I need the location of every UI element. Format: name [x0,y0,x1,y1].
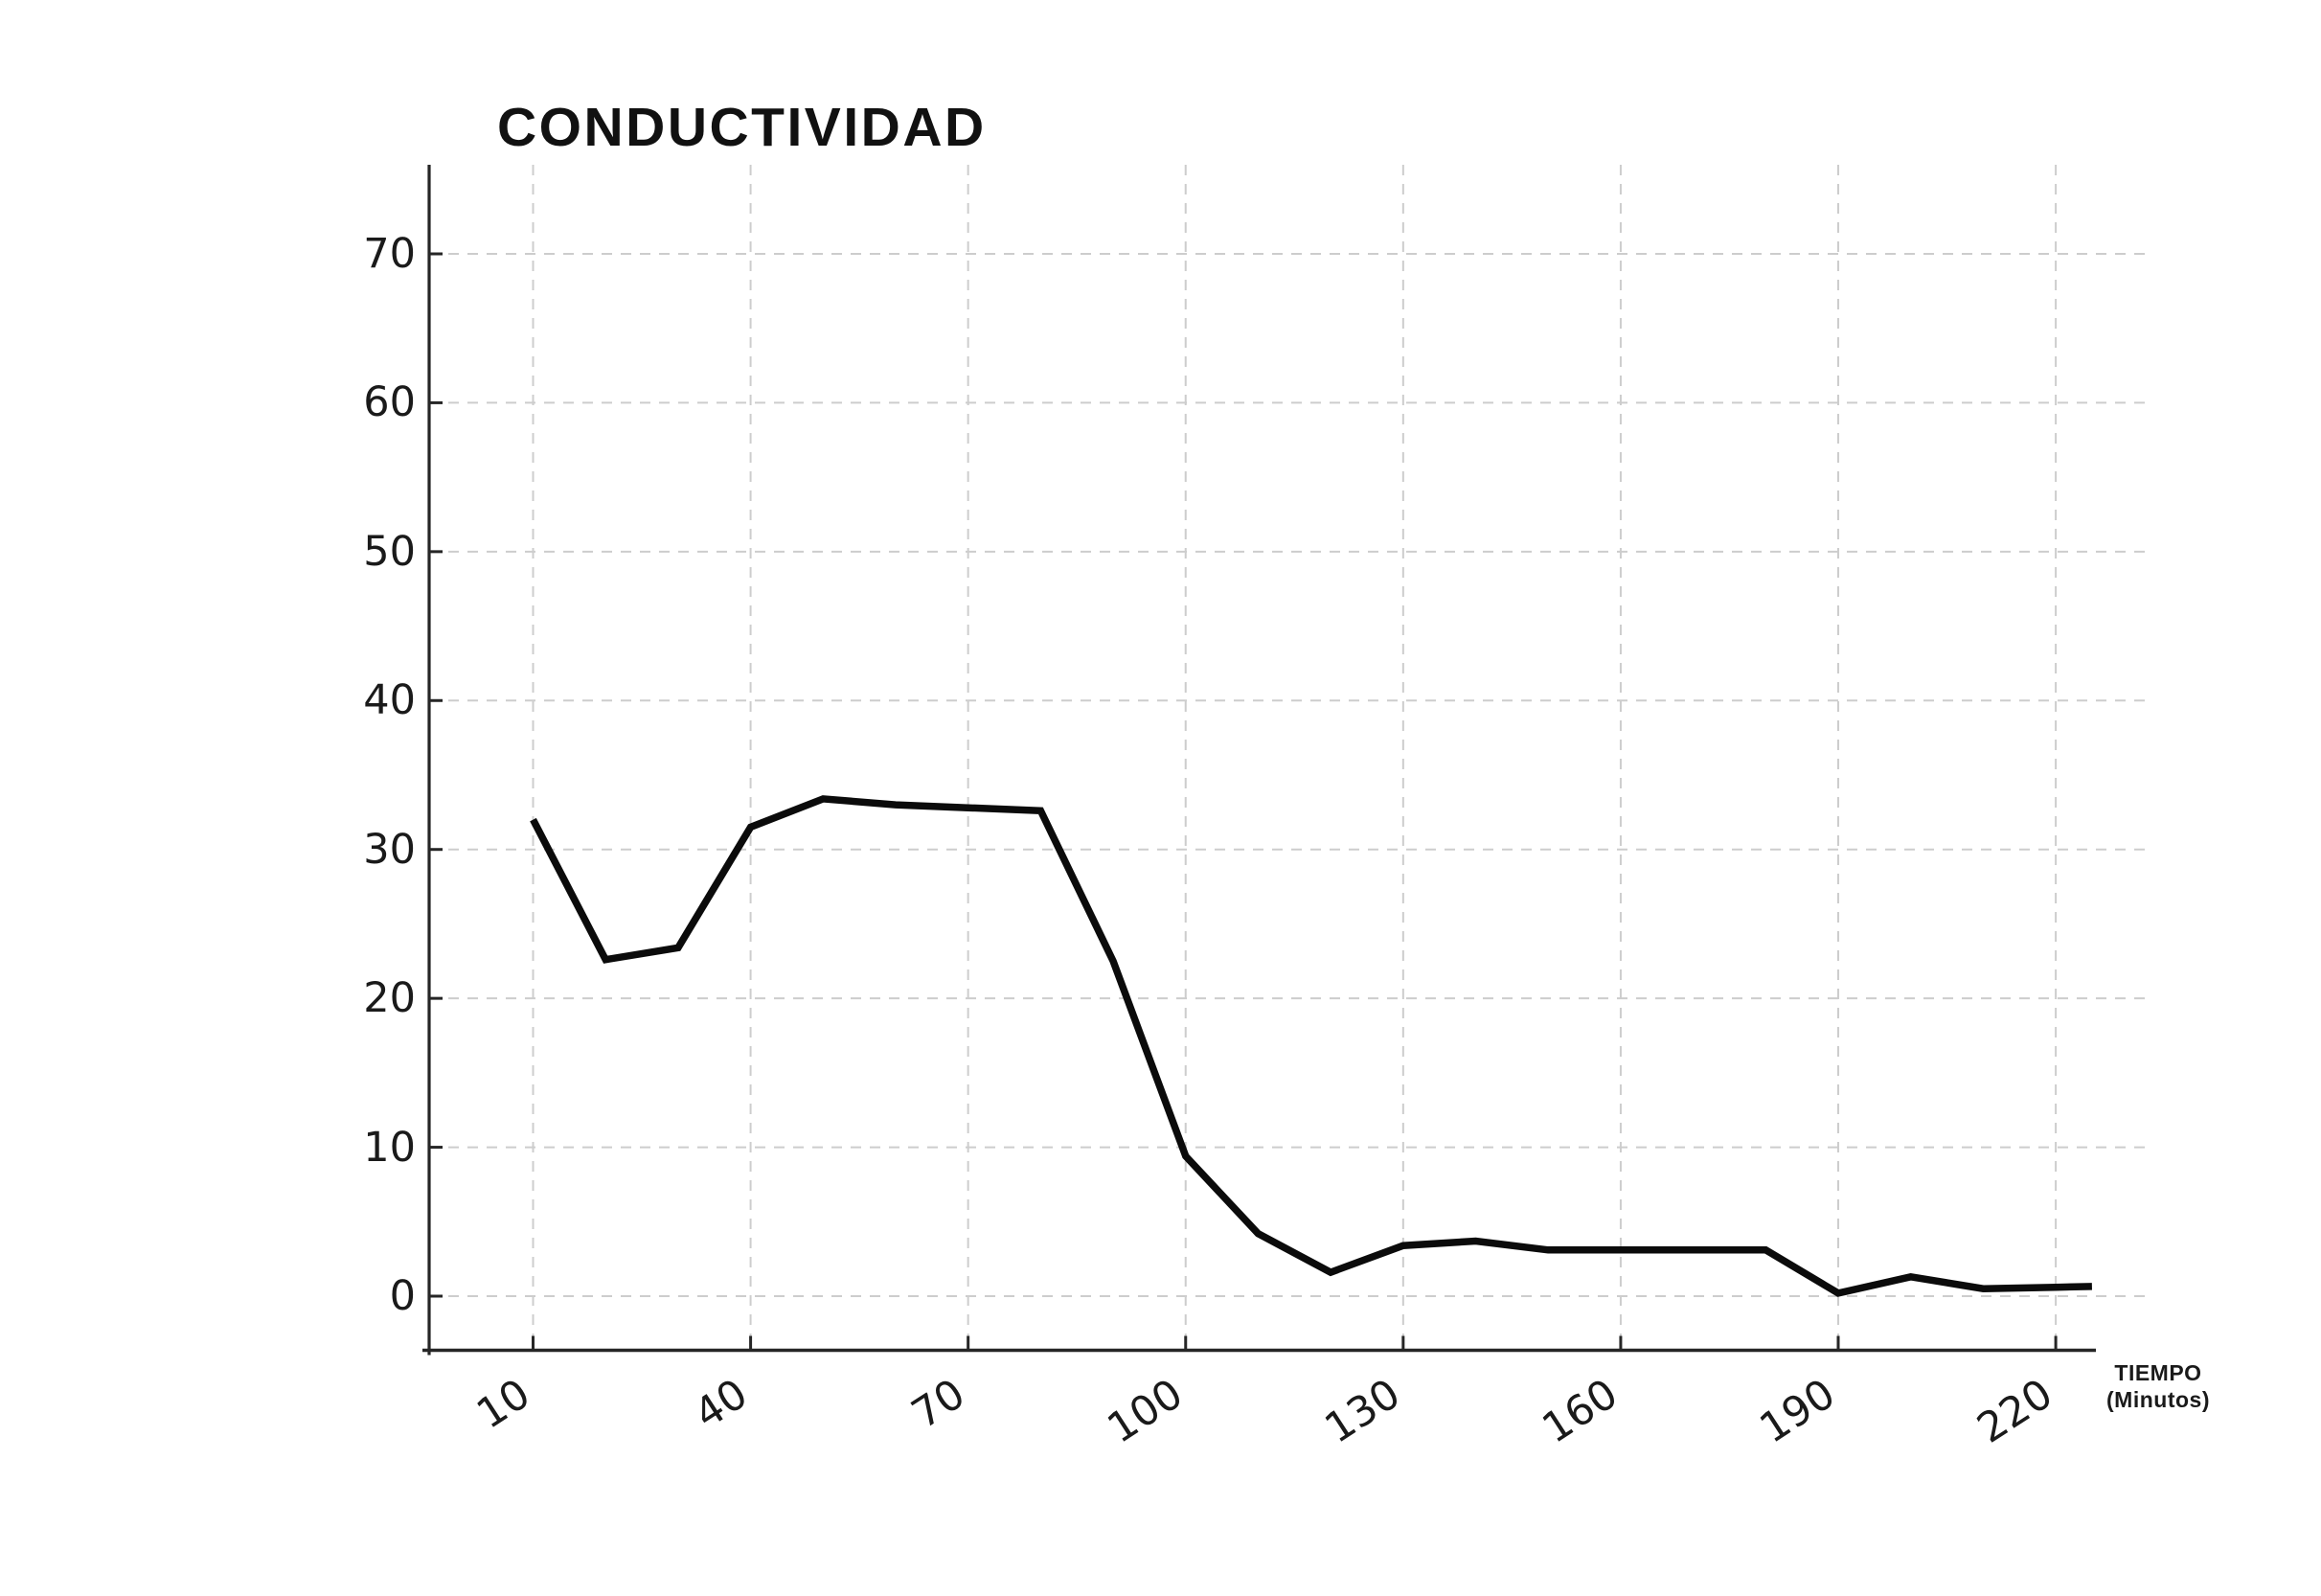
y-tick-label: 20 [363,974,416,1023]
chart-title: CONDUCTIVIDAD [497,97,987,158]
y-tick-label: 10 [363,1123,416,1172]
x-axis-title-line1: TIEMPO [2114,1360,2202,1385]
y-tick-label: 50 [363,527,416,576]
y-tick-label: 30 [363,825,416,874]
x-axis-title: TIEMPO (Minutos) [2091,1359,2225,1413]
y-tick-label: 70 [363,229,416,278]
x-axis-title-line2: (Minutos) [2106,1387,2210,1412]
y-tick-label: 60 [363,378,416,427]
y-tick-label: 0 [389,1272,416,1320]
y-tick-label: 40 [363,676,416,725]
data-line [530,795,2092,1297]
